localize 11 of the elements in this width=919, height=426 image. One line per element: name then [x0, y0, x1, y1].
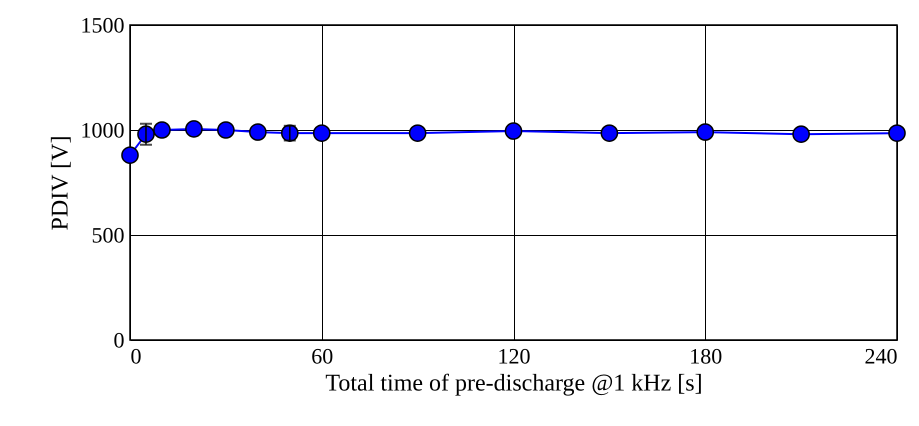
x-axis-title: Total time of pre-discharge @1 kHz [s]	[325, 370, 703, 396]
y-tick-label: 1500	[80, 12, 124, 38]
x-tick-label: 60	[311, 344, 334, 368]
x-tick-label: 180	[689, 344, 722, 368]
x-tick-label: 120	[498, 344, 530, 368]
y-tick-label: 0	[114, 328, 124, 352]
y-tick-label: 500	[92, 222, 124, 248]
y-tick-label: 1000	[80, 118, 124, 142]
x-tick-label: 0	[130, 344, 142, 368]
x-tick-label: 240	[864, 344, 898, 368]
y-axis-title: PDIV [V]	[48, 136, 74, 230]
